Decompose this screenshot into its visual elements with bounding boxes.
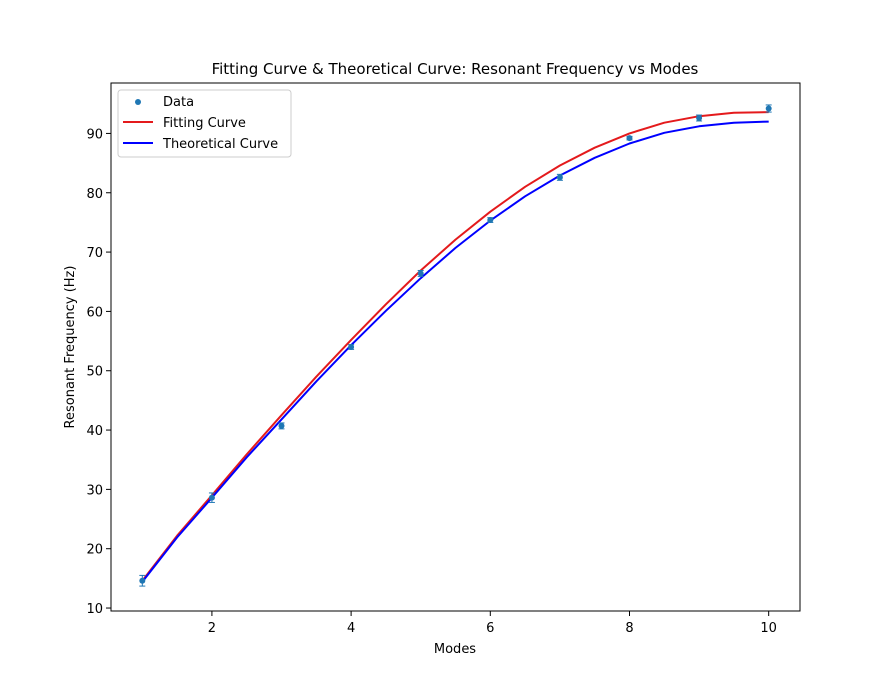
legend-frame xyxy=(117,89,292,158)
data-point xyxy=(626,135,633,142)
data-point xyxy=(278,422,285,429)
x-tick-label: 2 xyxy=(208,621,216,636)
legend-label-fitting: Fitting Curve xyxy=(163,116,246,131)
x-tick-label: 6 xyxy=(486,621,494,636)
fitting-curve-line xyxy=(141,111,769,582)
x-tick-label: 8 xyxy=(625,621,633,636)
theoretical-curve-line xyxy=(141,120,769,583)
y-tick-label: 40 xyxy=(86,424,103,439)
data-point xyxy=(487,217,494,224)
chart-title: Fitting Curve & Theoretical Curve: Reson… xyxy=(212,60,699,78)
x-tick-label: 4 xyxy=(347,621,355,636)
y-tick-label: 90 xyxy=(86,127,103,142)
data-point xyxy=(556,174,563,181)
plot-area xyxy=(111,83,800,611)
y-tick-label: 50 xyxy=(86,365,103,380)
data-point xyxy=(696,115,703,122)
legend: Data Fitting Curve Theoretical Curve xyxy=(117,89,292,158)
x-axis-ticks: 2 4 6 8 10 xyxy=(208,611,777,636)
y-tick-label: 20 xyxy=(86,543,103,558)
y-tick-label: 80 xyxy=(86,187,103,202)
plot-frame xyxy=(110,82,801,612)
data-points xyxy=(139,104,772,587)
legend-label-data: Data xyxy=(163,95,194,110)
series-lines xyxy=(141,111,769,583)
data-point xyxy=(139,577,146,584)
x-axis-label: Modes xyxy=(434,642,476,657)
y-tick-label: 60 xyxy=(86,305,103,320)
y-tick-label: 30 xyxy=(86,483,103,498)
y-tick-label: 10 xyxy=(86,602,103,617)
y-axis-ticks: 10 20 30 40 50 60 70 80 90 xyxy=(86,127,111,617)
y-tick-label: 70 xyxy=(86,246,103,261)
y-axis-label: Resonant Frequency (Hz) xyxy=(63,266,78,429)
data-point xyxy=(348,344,355,350)
x-tick-label: 10 xyxy=(760,621,777,636)
legend-label-theoretical: Theoretical Curve xyxy=(162,137,278,152)
legend-marker-data xyxy=(135,99,141,105)
data-point xyxy=(208,494,215,501)
data-point xyxy=(417,270,424,277)
data-point xyxy=(765,105,772,112)
